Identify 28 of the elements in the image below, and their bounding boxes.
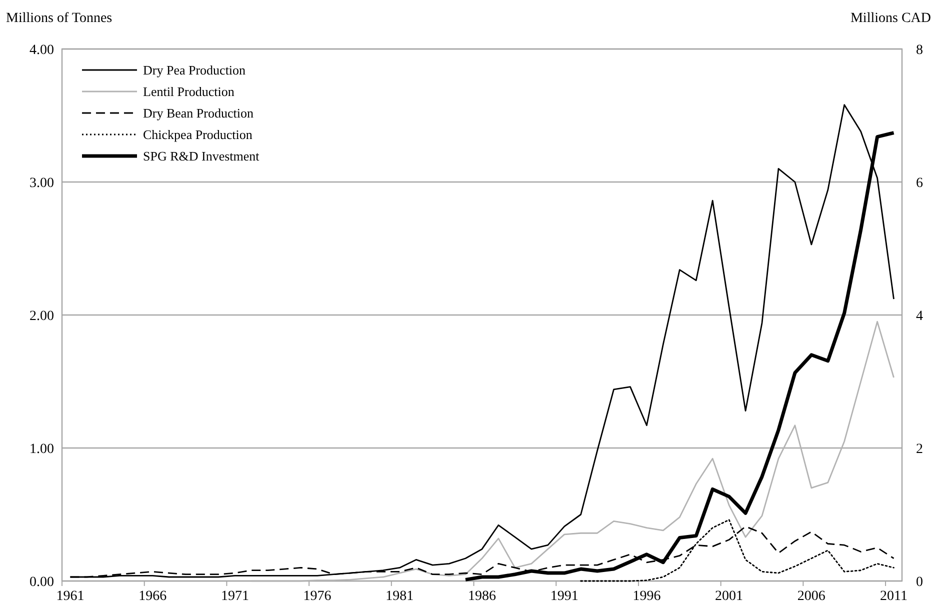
x-tick-label: 1976 <box>303 589 332 604</box>
y2-tick-label: 4 <box>916 309 923 324</box>
x-tick-label: 2011 <box>880 589 908 604</box>
x-tick-label: 2006 <box>797 589 826 604</box>
x-tick-label: 1996 <box>632 589 661 604</box>
x-tick-label: 1981 <box>386 589 414 604</box>
legend-label: Dry Bean Production <box>143 106 254 120</box>
y2-axis-title: Millions CAD <box>850 11 931 26</box>
x-tick-label: 1961 <box>56 589 84 604</box>
y-tick-label: 3.00 <box>30 176 54 191</box>
y2-tick-label: 6 <box>916 176 923 191</box>
y-axis-title: Millions of Tonnes <box>6 11 112 26</box>
x-tick-label: 1986 <box>468 589 496 604</box>
y2-tick-label: 2 <box>916 442 923 457</box>
y2-tick-label: 8 <box>916 43 923 58</box>
y-tick-label: 2.00 <box>30 309 54 324</box>
y-tick-label: 1.00 <box>30 442 54 457</box>
legend-label: Dry Pea Production <box>143 62 246 78</box>
y-tick-label: 4.00 <box>30 43 54 58</box>
x-tick-label: 1971 <box>220 589 249 604</box>
x-tick-label: 1991 <box>550 589 578 604</box>
legend-label: Lentil Production <box>143 84 235 99</box>
legend-label: Chickpea Production <box>143 127 253 142</box>
y2-tick-label: 0 <box>916 575 923 590</box>
x-tick-label: 1966 <box>138 589 167 604</box>
x-tick-label: 2001 <box>715 589 744 604</box>
y-tick-label: 0.00 <box>30 575 54 590</box>
legend-label: SPG R&D Investment <box>143 148 260 164</box>
